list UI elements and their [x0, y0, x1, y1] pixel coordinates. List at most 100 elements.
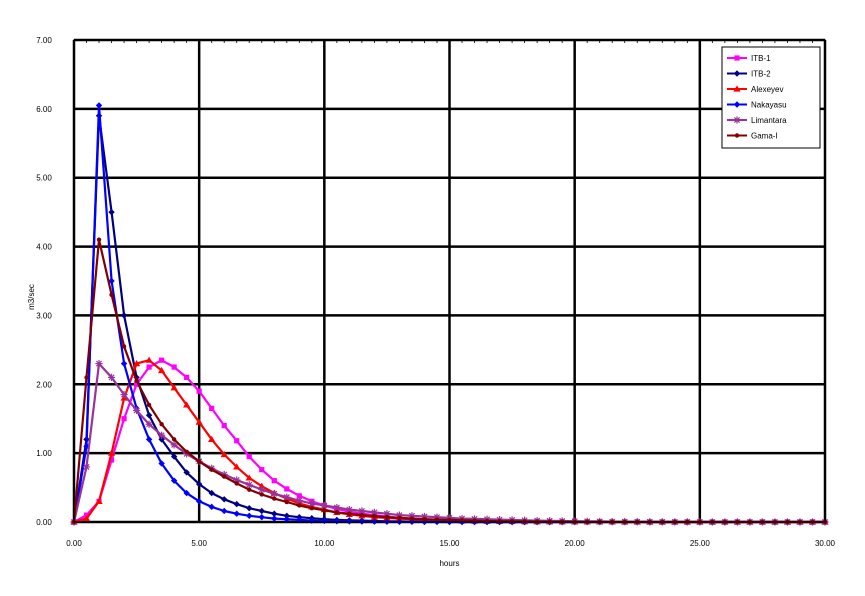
data-point: [145, 420, 153, 428]
data-point: [283, 493, 291, 501]
data-point: [333, 518, 341, 525]
y-tick-label: 3.00: [36, 311, 52, 320]
data-point: [208, 503, 215, 511]
data-point: [195, 498, 203, 505]
data-point: [258, 513, 265, 521]
data-point: [82, 463, 91, 471]
data-point: [308, 499, 316, 508]
legend-label: Gama-I: [751, 132, 778, 141]
data-point: [258, 507, 265, 515]
data-point: [234, 481, 239, 486]
legend-label: ITB-1: [751, 54, 771, 63]
data-point: [133, 381, 140, 387]
data-point: [134, 378, 139, 384]
data-point: [121, 344, 127, 349]
data-point: [221, 496, 228, 503]
data-point: [121, 416, 127, 422]
data-point: [259, 467, 265, 473]
legend-entry: Alexeyev: [727, 85, 783, 94]
data-point: [109, 292, 114, 297]
data-point: [195, 480, 203, 488]
y-tick-label: 0.00: [36, 518, 52, 527]
data-point: [184, 374, 190, 380]
data-point: [347, 511, 352, 516]
data-point: [120, 391, 128, 399]
legend-box: [721, 46, 821, 149]
data-point: [272, 496, 277, 501]
data-point: [246, 453, 252, 460]
data-point: [322, 508, 327, 513]
legend-entry: ITB-1: [727, 54, 771, 63]
data-point: [734, 55, 740, 61]
data-point: [146, 402, 152, 408]
data-point: [258, 486, 266, 494]
data-point: [196, 388, 202, 394]
data-point: [171, 437, 177, 442]
data-point: [271, 510, 278, 517]
data-point: [733, 116, 741, 124]
data-point: [146, 364, 152, 370]
legend-entry: Gama-I: [727, 132, 778, 141]
data-point: [120, 360, 128, 367]
x-axis-ticks: 0.00 5.00 10.00 15.00 20.00 25.00 30.00: [66, 539, 835, 548]
data-point: [283, 512, 290, 520]
data-point: [159, 422, 164, 427]
data-point: [158, 431, 166, 439]
data-point: [195, 418, 203, 425]
data-point: [84, 375, 89, 380]
data-point: [233, 463, 241, 470]
data-point: [459, 518, 465, 523]
y-axis-ticks: 0.00 1.00 2.00 3.00 4.00 5.00 6.00 7.00: [36, 36, 52, 527]
data-point: [284, 486, 290, 492]
y-tick-label: 6.00: [36, 105, 52, 114]
data-point: [132, 406, 141, 415]
data-point: [296, 516, 303, 524]
data-point: [334, 510, 340, 515]
data-point: [95, 360, 103, 368]
y-tick-label: 5.00: [36, 174, 52, 183]
data-point: [95, 102, 103, 109]
data-point: [158, 460, 165, 467]
data-point: [734, 133, 740, 138]
legend-label: Nakayasu: [751, 101, 787, 110]
data-point: [82, 514, 91, 522]
x-tick-label: 10.00: [314, 539, 335, 548]
data-point: [497, 518, 502, 524]
data-point: [270, 490, 278, 498]
data-point: [221, 423, 227, 429]
data-point: [158, 366, 166, 374]
data-point: [221, 507, 228, 515]
data-point: [145, 356, 153, 363]
data-point: [196, 459, 202, 464]
data-point: [170, 477, 178, 484]
data-point: [358, 507, 366, 515]
data-point: [222, 474, 227, 479]
legend-entry: Nakayasu: [727, 101, 787, 110]
x-tick-label: 20.00: [565, 539, 586, 548]
data-point: [183, 401, 191, 408]
data-point: [384, 514, 390, 520]
data-point: [208, 435, 216, 442]
y-tick-label: 7.00: [36, 36, 52, 45]
x-axis-title: hours: [439, 559, 459, 568]
data-point: [345, 506, 353, 514]
x-tick-label: 15.00: [439, 539, 460, 548]
data-point: [409, 516, 415, 521]
data-point: [297, 503, 302, 508]
data-point: [108, 277, 115, 285]
data-point: [245, 474, 253, 481]
data-point: [271, 515, 278, 522]
data-point: [246, 512, 253, 520]
data-point: [283, 516, 290, 523]
x-tick-label: 5.00: [191, 539, 207, 548]
data-point: [120, 312, 128, 319]
y-axis-title: m3/sec: [27, 284, 36, 310]
data-point: [170, 441, 178, 449]
data-point: [183, 489, 190, 497]
data-point: [171, 364, 177, 370]
data-point: [108, 457, 115, 463]
data-point: [259, 492, 264, 497]
data-point: [447, 517, 452, 523]
data-point: [107, 373, 116, 381]
